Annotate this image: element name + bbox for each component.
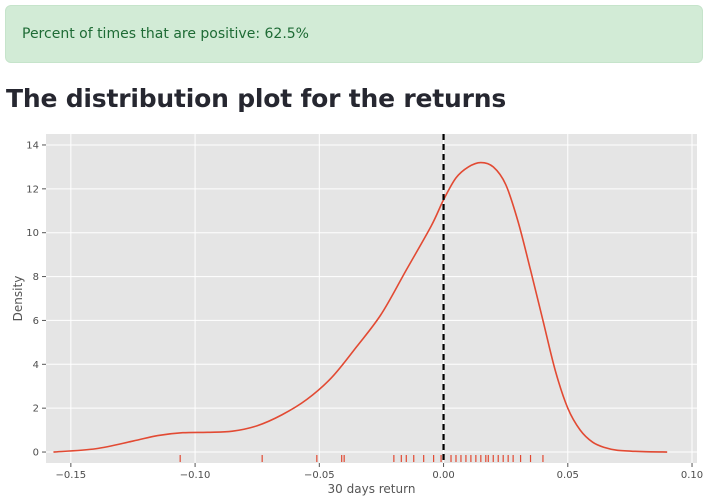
y-axis-ticks: 0 2 4 6 8 10 12 14 — [26, 140, 46, 459]
rug-marks — [179, 455, 544, 462]
plot-area — [46, 134, 697, 463]
y-tick-label: 12 — [26, 184, 39, 195]
y-tick-label: 2 — [33, 404, 39, 415]
y-tick-label: 14 — [26, 140, 39, 151]
x-tick-label: 0.00 — [432, 470, 454, 481]
y-tick-label: 4 — [33, 360, 39, 371]
x-tick-label: −0.05 — [304, 470, 335, 481]
x-tick-label: 0.05 — [557, 470, 579, 481]
kde-line — [53, 161, 668, 453]
alert-text: Percent of times that are positive: 62.5… — [22, 26, 309, 42]
y-tick-label: 10 — [26, 228, 39, 239]
x-tick-label: 0.10 — [681, 470, 703, 481]
success-alert: Percent of times that are positive: 62.5… — [5, 5, 703, 63]
y-tick-label: 0 — [33, 448, 39, 459]
section-title: The distribution plot for the returns — [6, 84, 507, 113]
x-tick-label: −0.10 — [180, 470, 211, 481]
y-axis-label: Density — [11, 276, 25, 322]
y-tick-label: 8 — [33, 272, 39, 283]
x-axis-ticks: −0.15 −0.10 −0.05 0.00 0.05 0.10 — [56, 463, 703, 481]
x-axis-label: 30 days return — [328, 482, 416, 496]
x-tick-label: −0.15 — [56, 470, 87, 481]
y-tick-label: 6 — [33, 316, 39, 327]
